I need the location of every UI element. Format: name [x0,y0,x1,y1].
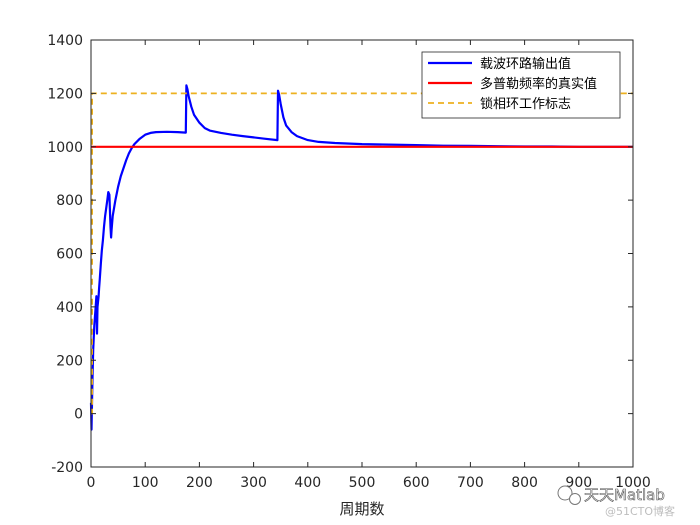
watermark: 天天Matlab @51CTO博客 [557,485,675,518]
y-tick-label: 1200 [47,86,83,102]
x-axis-label: 周期数 [339,500,384,518]
y-tick-label: 400 [56,300,83,316]
y-tick-label: 200 [56,353,83,369]
x-tick-label: 200 [186,475,213,491]
legend-label-1: 多普勒频率的真实值 [480,76,597,92]
y-tick-label: 1000 [47,140,83,156]
wechat-icon [557,485,581,505]
y-tick-label: 1400 [47,33,83,49]
y-tick-label: -200 [51,460,83,476]
y-tick-label: 800 [56,193,83,209]
x-tick-label: 600 [403,475,430,491]
legend-label-2: 锁相环工作标志 [480,96,571,112]
x-tick-label: 800 [511,475,538,491]
x-tick-label: 0 [87,475,96,491]
watermark-main: 天天Matlab [584,486,665,504]
y-tick-label: 0 [74,407,83,423]
legend-label-0: 载波环路输出值 [480,56,571,72]
watermark-sub: @51CTO博客 [605,504,675,518]
x-tick-label: 300 [240,475,267,491]
series-line-0 [89,84,633,431]
x-tick-label: 900 [565,475,592,491]
x-axis-ticks: 0 100 200 300 400 500 600 700 800 900 1000 [87,40,651,491]
y-tick-label: 600 [56,247,83,263]
x-tick-label: 400 [294,475,321,491]
x-tick-label: 1000 [615,475,651,491]
x-tick-label: 700 [457,475,484,491]
x-tick-label: 500 [349,475,376,491]
y-axis-ticks: -200 0 200 400 600 800 1000 1200 1400 [47,33,633,476]
x-tick-label: 100 [132,475,159,491]
